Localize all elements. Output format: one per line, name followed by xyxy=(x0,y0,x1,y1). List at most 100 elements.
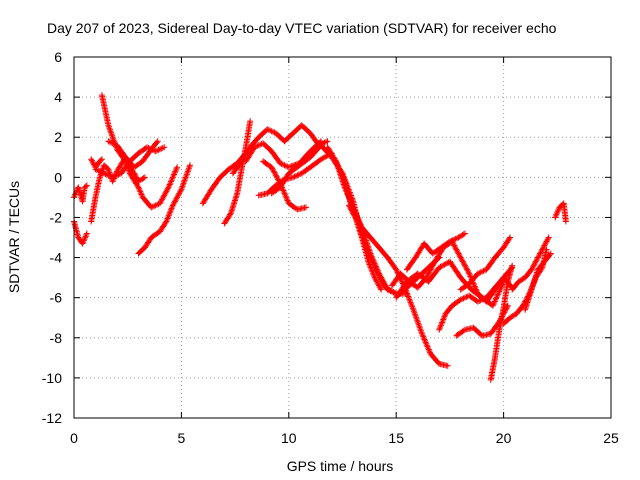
y-tick-label: 0 xyxy=(54,169,62,185)
series-track-21 xyxy=(397,254,443,297)
data-point-marker xyxy=(379,277,386,284)
data-point-marker xyxy=(456,251,463,258)
x-tick-label: 20 xyxy=(496,430,512,446)
data-point-marker xyxy=(126,162,133,169)
data-point-marker xyxy=(106,138,113,145)
data-point-marker xyxy=(149,203,156,210)
data-point-marker xyxy=(72,191,79,198)
data-point-marker xyxy=(542,239,549,246)
data-point-marker xyxy=(159,144,166,151)
data-point-marker xyxy=(533,257,540,264)
data-point-marker xyxy=(462,263,469,270)
data-point-marker xyxy=(272,172,279,179)
data-point-marker xyxy=(337,168,344,175)
data-point-marker xyxy=(426,347,433,354)
data-point-marker xyxy=(148,146,155,153)
data-point-marker xyxy=(425,346,432,353)
data-point-marker xyxy=(273,173,280,180)
data-point-marker xyxy=(390,289,397,296)
data-point-marker xyxy=(498,284,505,291)
y-tick-label: -6 xyxy=(50,290,63,306)
data-point-marker xyxy=(282,191,289,198)
data-point-marker xyxy=(552,214,559,221)
data-point-marker xyxy=(166,209,173,216)
data-point-marker xyxy=(165,214,172,221)
chart-title: Day 207 of 2023, Sidereal Day-to-day VTE… xyxy=(47,20,557,36)
y-tick-label: -10 xyxy=(42,370,62,386)
data-point-marker xyxy=(407,299,414,306)
y-tick-label: -8 xyxy=(50,330,63,346)
y-tick-label: -4 xyxy=(50,250,63,266)
data-point-marker xyxy=(490,301,497,308)
series-track-8 xyxy=(135,162,193,257)
data-point-marker xyxy=(419,332,426,339)
data-point-marker xyxy=(493,295,500,302)
data-point-marker xyxy=(378,274,385,281)
series-track-17 xyxy=(333,158,451,369)
data-point-marker xyxy=(474,298,481,305)
data-point-marker xyxy=(163,216,170,223)
data-point-marker xyxy=(477,297,484,304)
data-point-marker xyxy=(371,259,378,266)
data-point-marker xyxy=(164,215,171,222)
data-point-marker xyxy=(146,145,153,152)
data-point-marker xyxy=(154,147,161,154)
data-point-marker xyxy=(553,210,560,217)
data-point-marker xyxy=(466,272,473,279)
data-point-marker xyxy=(137,190,144,197)
data-point-marker xyxy=(368,253,375,260)
data-point-marker xyxy=(350,210,357,217)
data-point-marker xyxy=(377,285,384,292)
data-point-marker xyxy=(163,218,170,225)
data-point-marker xyxy=(158,197,165,204)
data-points xyxy=(71,92,569,383)
data-point-marker xyxy=(144,144,151,151)
data-point-marker xyxy=(254,142,261,149)
data-point-marker xyxy=(381,279,388,286)
data-point-marker xyxy=(166,211,173,218)
data-point-marker xyxy=(125,160,132,167)
data-point-marker xyxy=(82,233,89,240)
data-point-marker xyxy=(376,270,383,277)
data-point-marker xyxy=(497,285,504,292)
data-point-marker xyxy=(165,212,172,219)
data-point-marker xyxy=(460,327,467,334)
data-point-marker xyxy=(425,345,432,352)
series-track-26 xyxy=(487,262,516,383)
data-point-marker xyxy=(88,156,95,163)
data-point-marker xyxy=(529,265,536,272)
data-point-marker xyxy=(471,283,478,290)
data-point-marker xyxy=(348,207,355,214)
data-point-marker xyxy=(167,208,174,215)
data-point-marker xyxy=(367,264,374,271)
data-point-marker xyxy=(337,169,344,176)
data-point-marker xyxy=(125,161,132,168)
data-point-marker xyxy=(102,170,109,177)
data-point-marker xyxy=(166,182,173,189)
data-point-marker xyxy=(333,158,340,165)
data-point-marker xyxy=(268,128,275,135)
data-point-marker xyxy=(545,234,552,241)
data-point-marker xyxy=(282,193,289,200)
data-point-marker xyxy=(372,275,379,282)
data-point-marker xyxy=(528,266,535,273)
data-point-marker xyxy=(446,238,453,245)
data-point-marker xyxy=(422,337,429,344)
series-track-1 xyxy=(71,182,90,205)
data-point-marker xyxy=(168,206,175,213)
data-point-marker xyxy=(439,319,446,326)
data-point-marker xyxy=(460,259,467,266)
data-point-marker xyxy=(422,339,429,346)
data-point-marker xyxy=(89,158,96,165)
data-point-marker xyxy=(436,326,443,333)
data-point-marker xyxy=(439,318,446,325)
data-point-marker xyxy=(367,262,374,269)
data-point-marker xyxy=(477,269,484,276)
data-point-marker xyxy=(338,171,345,178)
data-point-marker xyxy=(368,251,375,258)
data-point-marker xyxy=(534,255,541,262)
data-point-marker xyxy=(424,271,431,278)
data-point-marker xyxy=(424,343,431,350)
data-point-marker xyxy=(165,184,172,191)
data-point-marker xyxy=(164,185,171,192)
